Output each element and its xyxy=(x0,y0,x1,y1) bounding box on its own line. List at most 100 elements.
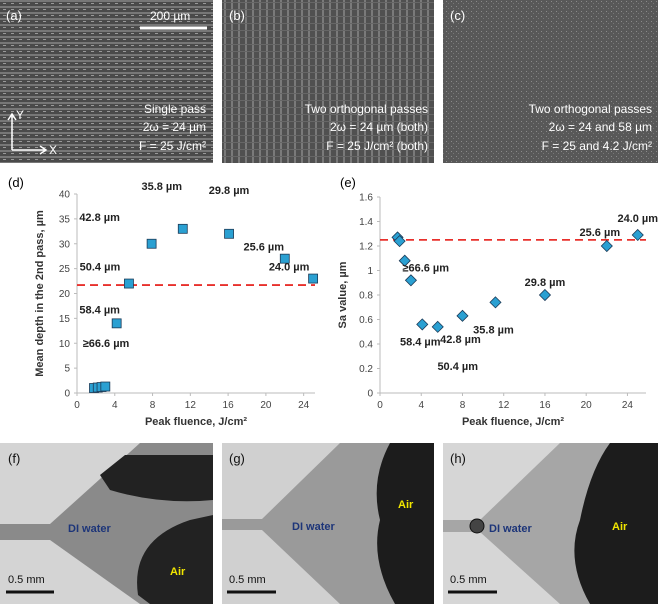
caption: F = 25 J/cm² (both) xyxy=(326,139,428,153)
label-air: Air xyxy=(612,521,628,533)
y-tick-label: 35 xyxy=(59,214,71,225)
caption: F = 25 and 4.2 J/cm² xyxy=(542,139,652,153)
y-tick-label: 0.6 xyxy=(359,315,373,326)
y-axis-label: Sa value, µm xyxy=(337,261,349,328)
panel-label: (c) xyxy=(450,8,465,23)
point xyxy=(431,320,444,333)
y-tick-label: 0.4 xyxy=(359,340,373,351)
point-label: 24.0 µm xyxy=(617,213,658,225)
panel-c: (c) Two orthogonal passes 2ω = 24 and 58… xyxy=(443,0,658,163)
air-region xyxy=(376,443,434,604)
scale-bar-label: 0.5 mm xyxy=(229,574,266,586)
point xyxy=(111,318,122,329)
label-air: Air xyxy=(398,499,414,511)
point-label: ≥66.6 µm xyxy=(402,263,449,275)
panel-label: (g) xyxy=(229,451,245,466)
point xyxy=(124,278,134,289)
point xyxy=(489,296,502,309)
point xyxy=(177,223,188,234)
panel-label: (f) xyxy=(8,451,20,466)
x-tick-label: 0 xyxy=(74,400,80,411)
y-tick-label: 1.2 xyxy=(359,242,373,253)
point xyxy=(631,228,644,242)
panel-label: (e) xyxy=(340,175,356,190)
x-tick-label: 16 xyxy=(223,400,235,411)
x-axis-label: Peak fluence, J/cm² xyxy=(462,416,564,428)
sem-image xyxy=(222,0,434,163)
point xyxy=(398,254,411,267)
point-label: 42.8 µm xyxy=(79,212,120,224)
y-axis-label: Mean depth in the 2nd pass, µm xyxy=(34,210,46,377)
point-label: 29.8 µm xyxy=(209,185,250,197)
point xyxy=(279,253,290,264)
y-tick-label: 25 xyxy=(59,264,71,275)
point xyxy=(308,273,319,284)
panel-label: (d) xyxy=(8,175,24,190)
y-tick-label: 5 xyxy=(64,364,70,375)
caption: Two orthogonal passes xyxy=(529,102,652,116)
axis-arrows xyxy=(7,112,48,155)
point-label: 25.6 µm xyxy=(243,242,284,254)
point xyxy=(100,381,111,392)
point xyxy=(404,274,417,287)
point xyxy=(600,239,613,253)
x-tick-label: 12 xyxy=(498,400,510,411)
point-label: 29.8 µm xyxy=(525,277,566,289)
air-region xyxy=(574,443,658,604)
point-label: 58.4 µm xyxy=(79,304,120,316)
y-tick-label: 40 xyxy=(59,190,71,201)
y-tick-label: 0.2 xyxy=(359,364,373,375)
label-water: DI water xyxy=(489,523,533,535)
panel-g: DI water Air (g) 0.5 mm xyxy=(222,443,434,604)
point-label: 42.8 µm xyxy=(440,334,481,346)
axis-label: X xyxy=(49,143,57,157)
scale-bar-label: 0.5 mm xyxy=(8,574,45,586)
x-tick-label: 20 xyxy=(260,400,272,411)
caption: 2ω = 24 µm (both) xyxy=(330,120,428,134)
panel-label: (b) xyxy=(229,8,245,23)
panel-b: (b) Two orthogonal passes 2ω = 24 µm (bo… xyxy=(222,0,434,163)
panel-a: (a) 200 µm Single pass 2ω = 24 µm F = 25… xyxy=(0,0,213,163)
x-tick-label: 24 xyxy=(298,400,310,411)
y-tick-label: 0 xyxy=(367,389,373,400)
point xyxy=(146,238,157,249)
point xyxy=(224,228,234,239)
y-tick-label: 15 xyxy=(59,314,71,325)
label-water: DI water xyxy=(68,523,112,535)
scale-bar-label: 0.5 mm xyxy=(450,574,487,586)
label-air: Air xyxy=(170,566,186,578)
bubble xyxy=(469,518,485,534)
panel-f: DI water Air (f) 0.5 mm xyxy=(0,443,213,604)
x-tick-label: 16 xyxy=(539,400,551,411)
y-tick-label: 10 xyxy=(59,339,71,350)
axis-label: Y xyxy=(16,108,24,122)
caption: Single pass xyxy=(144,102,206,116)
x-tick-label: 12 xyxy=(185,400,197,411)
point xyxy=(393,235,406,248)
x-tick-label: 20 xyxy=(581,400,593,411)
caption: F = 25 J/cm² xyxy=(139,139,206,153)
caption: Two orthogonal passes xyxy=(305,102,428,116)
sem-image xyxy=(443,0,658,163)
panel-label: (h) xyxy=(450,451,466,466)
x-tick-label: 24 xyxy=(622,400,634,411)
y-tick-label: 1.4 xyxy=(359,217,373,228)
point-label: ≥66.6 µm xyxy=(83,338,130,350)
y-tick-label: 1.6 xyxy=(359,193,373,204)
point-label: 25.6 µm xyxy=(580,227,621,239)
point-label: 24.0 µm xyxy=(269,262,310,274)
x-axis-label: Peak fluence, J/cm² xyxy=(145,416,247,428)
scale-bar-label: 200 µm xyxy=(150,9,190,23)
x-tick-label: 0 xyxy=(377,400,383,411)
point xyxy=(538,288,552,302)
caption: 2ω = 24 µm xyxy=(143,120,206,134)
panel-label: (a) xyxy=(6,8,22,23)
y-tick-label: 1 xyxy=(367,266,373,277)
caption: 2ω = 24 and 58 µm xyxy=(549,120,652,134)
point-label: 35.8 µm xyxy=(473,324,514,336)
point-label: 58.4 µm xyxy=(400,336,441,348)
air-region xyxy=(100,455,213,604)
point xyxy=(416,318,429,331)
x-tick-label: 8 xyxy=(460,400,466,411)
